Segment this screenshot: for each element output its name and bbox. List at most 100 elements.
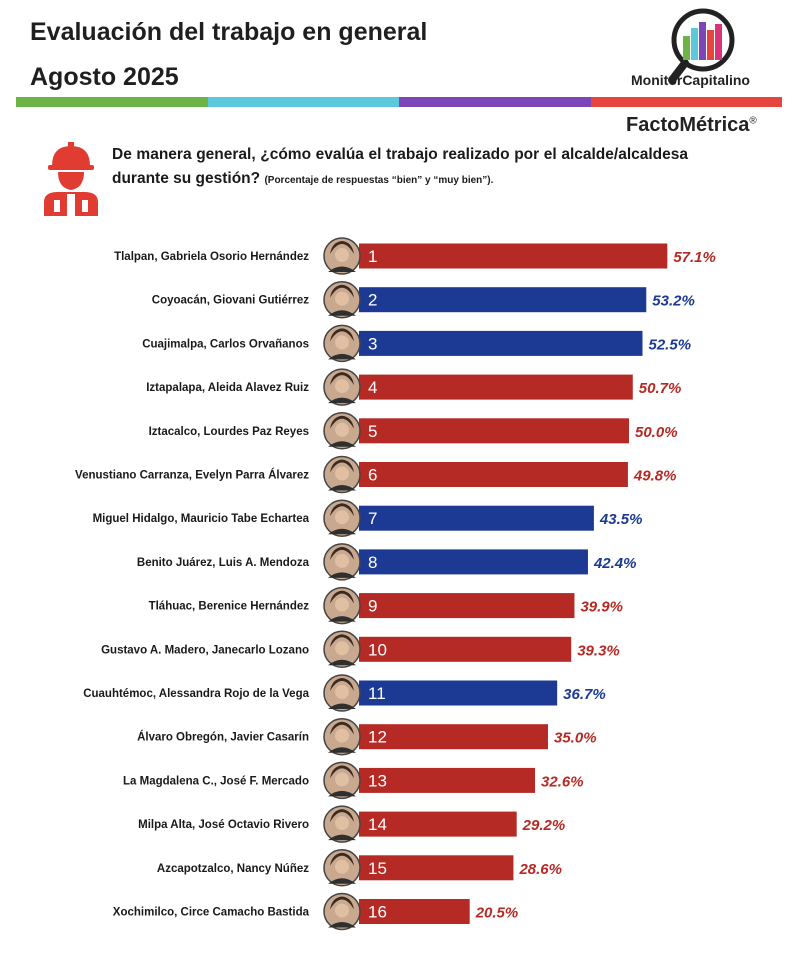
- rank-label: 15: [368, 859, 387, 878]
- rank-label: 9: [368, 597, 377, 616]
- portrait-avatar-icon: [323, 280, 361, 319]
- construction-worker-icon: [44, 142, 98, 216]
- bar-row: Iztacalco, Lourdes Paz Reyes 5 50.0%: [149, 412, 678, 450]
- bar: [359, 330, 643, 356]
- rank-label: 1: [368, 247, 377, 266]
- value-label: 50.0%: [635, 424, 678, 441]
- category-label: Cuajimalpa, Carlos Orvañanos: [142, 338, 309, 350]
- bar: [359, 767, 536, 793]
- bar-row: Tlalpan, Gabriela Osorio Hernández 1 57.1%: [114, 237, 716, 275]
- value-label: 28.6%: [518, 861, 562, 878]
- bar-chart: Tlalpan, Gabriela Osorio Hernández 1 57.1%…: [75, 237, 716, 931]
- bar: [359, 418, 629, 444]
- portrait-avatar-icon: [323, 237, 361, 275]
- question-note: (Porcentaje de respuestas “bien” y “muy …: [264, 175, 494, 186]
- bar: [359, 899, 470, 924]
- brand-monitor-capitalino: MonitorCapitalino: [631, 72, 750, 88]
- rank-label: 3: [368, 334, 377, 353]
- rank-label: 5: [368, 422, 377, 441]
- category-label: Xochimilco, Circe Camacho Bastida: [113, 907, 310, 919]
- value-label: 20.5%: [475, 905, 519, 922]
- bar: [359, 549, 588, 575]
- value-label: 57.1%: [673, 249, 716, 266]
- portrait-avatar-icon: [323, 324, 361, 363]
- rank-label: 11: [368, 684, 386, 703]
- portrait-avatar-icon: [323, 630, 361, 669]
- category-label: Coyoacán, Giovani Gutiérrez: [152, 295, 309, 307]
- value-label: 49.8%: [633, 468, 677, 485]
- bar-row: Cuauhtémoc, Alessandra Rojo de la Vega 11…: [83, 674, 606, 712]
- rank-label: 14: [368, 815, 387, 834]
- bar-row: Gustavo A. Madero, Janecarlo Lozano 10 39.…: [101, 630, 620, 669]
- bar-row: Milpa Alta, José Octavio Rivero 14 29.2%: [138, 805, 566, 843]
- category-label: Álvaro Obregón, Javier Casarín: [137, 731, 309, 744]
- survey-question: De manera general, ¿cómo evalúa el traba…: [112, 143, 688, 193]
- category-label: Gustavo A. Madero, Janecarlo Lozano: [101, 644, 309, 656]
- category-label: Tláhuac, Berenice Hernández: [149, 601, 310, 613]
- category-label: La Magdalena C., José F. Mercado: [123, 775, 309, 787]
- rank-label: 8: [368, 553, 377, 572]
- bar: [359, 811, 517, 837]
- portrait-avatar-icon: [323, 805, 361, 843]
- question-text: De manera general, ¿cómo evalúa el traba…: [112, 146, 688, 187]
- bar-row: Xochimilco, Circe Camacho Bastida 16 20.5%: [113, 892, 519, 931]
- bar: [359, 593, 575, 619]
- value-label: 29.2%: [522, 817, 566, 834]
- category-label: Cuauhtémoc, Alessandra Rojo de la Vega: [83, 688, 309, 700]
- rank-label: 12: [368, 728, 387, 747]
- portrait-avatar-icon: [323, 717, 361, 756]
- portrait-avatar-icon: [323, 455, 361, 494]
- category-label: Benito Juárez, Luis A. Mendoza: [137, 557, 310, 569]
- stripe-red: [590, 97, 782, 107]
- bar: [359, 374, 633, 400]
- value-label: 39.9%: [580, 599, 623, 616]
- bar-row: Álvaro Obregón, Javier Casarín 12 35.0%: [137, 717, 597, 756]
- category-label: Miguel Hidalgo, Mauricio Tabe Echartea: [93, 513, 310, 525]
- bar-row: Azcapotzalco, Nancy Núñez 15 28.6%: [157, 849, 562, 887]
- portrait-avatar-icon: [323, 543, 361, 581]
- bar-row: Cuajimalpa, Carlos Orvañanos 3 52.5%: [142, 324, 691, 363]
- portrait-avatar-icon: [323, 586, 361, 625]
- bar-row: Benito Juárez, Luis A. Mendoza 8 42.4%: [137, 543, 637, 581]
- bar: [359, 855, 514, 881]
- rank-label: 4: [368, 378, 377, 397]
- category-label: Venustiano Carranza, Evelyn Parra Álvare…: [75, 469, 309, 482]
- brand-factometrica-name: FactoMétrica: [626, 114, 750, 136]
- brand-factometrica: FactoMétrica®: [626, 114, 757, 137]
- value-label: 42.4%: [593, 555, 637, 572]
- bar: [359, 505, 594, 531]
- bar: [359, 243, 668, 269]
- value-label: 43.5%: [599, 511, 643, 528]
- page-title: Evaluación del trabajo en general: [30, 18, 428, 46]
- portrait-avatar-icon: [323, 499, 361, 537]
- stripe-green: [16, 97, 208, 107]
- page-subtitle-date: Agosto 2025: [30, 63, 179, 91]
- value-label: 39.3%: [577, 642, 620, 659]
- portrait-avatar-icon: [323, 849, 361, 887]
- bar-row: La Magdalena C., José F. Mercado 13 32.6%: [123, 761, 584, 800]
- category-label: Milpa Alta, José Octavio Rivero: [138, 819, 309, 831]
- portrait-avatar-icon: [323, 368, 361, 406]
- rank-label: 2: [368, 291, 377, 310]
- value-label: 35.0%: [554, 730, 597, 747]
- bar: [359, 636, 572, 662]
- category-label: Azcapotzalco, Nancy Núñez: [157, 863, 309, 875]
- category-label: Iztacalco, Lourdes Paz Reyes: [149, 426, 309, 438]
- rank-label: 7: [368, 509, 377, 528]
- portrait-avatar-icon: [323, 892, 361, 931]
- bar: [359, 680, 558, 706]
- color-stripe: [16, 97, 782, 107]
- rank-label: 13: [368, 771, 387, 790]
- value-label: 36.7%: [563, 686, 606, 703]
- rank-label: 10: [368, 640, 387, 659]
- portrait-avatar-icon: [323, 412, 361, 450]
- bar: [359, 724, 548, 750]
- value-label: 53.2%: [652, 293, 695, 310]
- value-label: 50.7%: [639, 380, 682, 397]
- bar-row: Iztapalapa, Aleida Alavez Ruiz 4 50.7%: [146, 368, 682, 406]
- rank-label: 6: [368, 466, 377, 485]
- bar: [359, 462, 628, 487]
- category-label: Tlalpan, Gabriela Osorio Hernández: [114, 251, 309, 263]
- bar-row: Miguel Hidalgo, Mauricio Tabe Echartea 7 4…: [93, 499, 643, 537]
- portrait-avatar-icon: [323, 761, 361, 800]
